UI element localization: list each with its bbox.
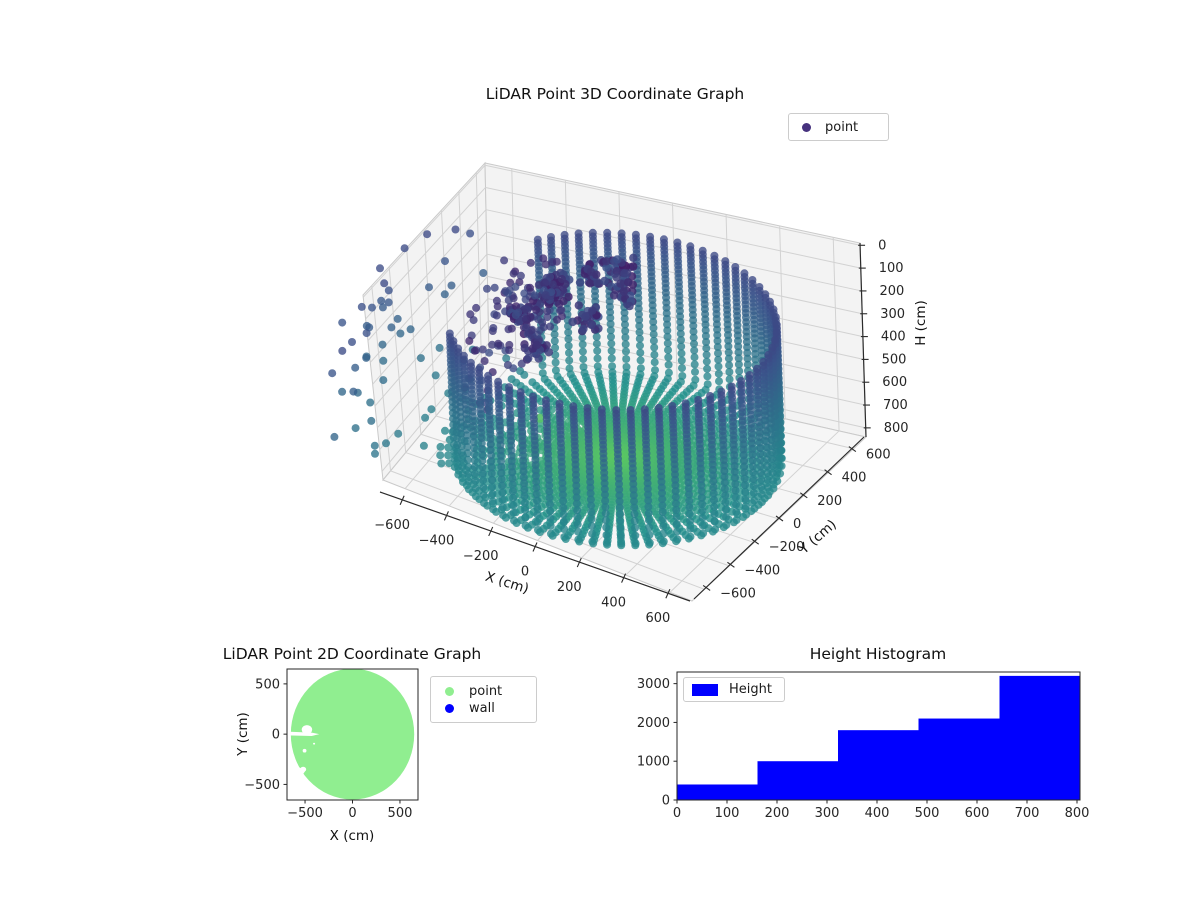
- svg-text:3000: 3000: [637, 677, 670, 692]
- plot2d-title: LiDAR Point 2D Coordinate Graph: [222, 645, 482, 663]
- svg-text:0: 0: [878, 238, 886, 253]
- svg-text:700: 700: [1015, 806, 1040, 821]
- plot2d-xlabel: X (cm): [329, 828, 375, 844]
- hist-legend: Height: [683, 677, 785, 702]
- svg-text:800: 800: [884, 421, 909, 436]
- svg-text:500: 500: [915, 806, 940, 821]
- point-marker: [445, 686, 454, 696]
- svg-text:400: 400: [601, 596, 626, 611]
- svg-text:0: 0: [662, 794, 670, 809]
- svg-text:−600: −600: [374, 518, 410, 533]
- plot2d-points: [287, 669, 415, 800]
- svg-text:−500: −500: [287, 806, 323, 821]
- svg-text:0: 0: [521, 565, 529, 580]
- legend-entry: Height: [692, 682, 784, 697]
- svg-text:0: 0: [348, 806, 356, 821]
- legend-label: point: [469, 683, 503, 699]
- svg-text:800: 800: [1065, 806, 1090, 821]
- plot3d-title: LiDAR Point 3D Coordinate Graph: [485, 85, 745, 103]
- svg-text:−600: −600: [720, 586, 756, 601]
- svg-text:2000: 2000: [637, 716, 670, 731]
- hist-bars: [677, 675, 1080, 800]
- point-marker: [802, 122, 811, 132]
- svg-text:100: 100: [879, 261, 904, 276]
- svg-text:300: 300: [880, 307, 905, 322]
- plot2d-axes: −500 0 500 500 0 −500: [244, 668, 419, 821]
- legend-entry: point: [802, 120, 888, 135]
- svg-text:−400: −400: [744, 563, 780, 578]
- svg-text:200: 200: [557, 580, 582, 595]
- hist-axes: 0 100 200 300 400 500 600 700 800 0 1000 2000 3000: [637, 671, 1090, 821]
- svg-text:−400: −400: [419, 533, 455, 548]
- svg-text:400: 400: [842, 471, 867, 486]
- plot3d-ticks: −600−400−2000200400600−600−400−200020040…: [374, 238, 908, 626]
- svg-text:−200: −200: [463, 549, 499, 564]
- svg-text:400: 400: [865, 806, 890, 821]
- svg-text:100: 100: [715, 806, 740, 821]
- svg-text:600: 600: [645, 611, 670, 626]
- svg-text:−200: −200: [769, 540, 805, 555]
- legend-label: point: [825, 119, 859, 135]
- plot3d-zlabel: H (cm): [913, 300, 929, 346]
- legend-entry: wall: [445, 701, 536, 716]
- wall-marker: [445, 703, 454, 713]
- svg-text:200: 200: [817, 494, 842, 509]
- svg-text:0: 0: [793, 517, 801, 532]
- svg-text:0: 0: [673, 806, 681, 821]
- plot2d-legend: point wall: [430, 676, 537, 723]
- svg-text:600: 600: [965, 806, 990, 821]
- legend-entry: point: [445, 684, 536, 699]
- height-swatch: [692, 683, 718, 696]
- hist-title: Height Histogram: [809, 645, 947, 663]
- svg-text:600: 600: [882, 375, 907, 390]
- svg-text:200: 200: [879, 284, 904, 299]
- svg-text:500: 500: [882, 352, 907, 367]
- svg-text:−500: −500: [244, 778, 280, 793]
- svg-text:200: 200: [765, 806, 790, 821]
- legend-label: wall: [469, 700, 495, 716]
- svg-text:300: 300: [815, 806, 840, 821]
- legend-label: Height: [729, 682, 772, 697]
- svg-text:500: 500: [255, 677, 280, 692]
- plot3d-legend: point: [788, 113, 889, 141]
- plot3d-point-cloud: [328, 225, 786, 550]
- svg-text:0: 0: [272, 728, 280, 743]
- svg-text:500: 500: [388, 806, 413, 821]
- svg-text:700: 700: [883, 398, 908, 413]
- svg-text:1000: 1000: [637, 755, 670, 770]
- plot2d-ylabel: Y (cm): [235, 712, 251, 756]
- svg-text:400: 400: [881, 330, 906, 345]
- svg-text:600: 600: [866, 448, 891, 463]
